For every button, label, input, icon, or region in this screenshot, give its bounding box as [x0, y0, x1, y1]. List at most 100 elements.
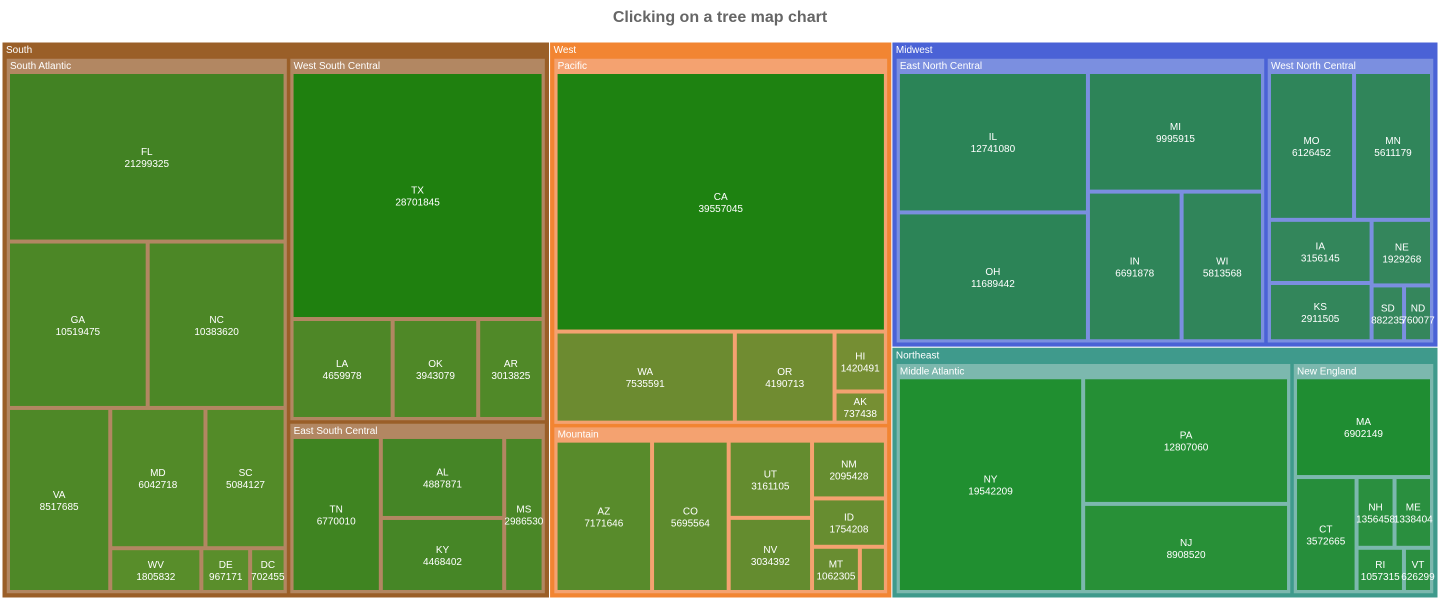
- state-tile[interactable]: [1295, 477, 1357, 593]
- state-tile[interactable]: [1404, 285, 1433, 342]
- state-tile[interactable]: [1083, 377, 1290, 504]
- state-tile[interactable]: [478, 319, 544, 419]
- state-tile[interactable]: [1268, 219, 1372, 283]
- state-tile[interactable]: [1356, 547, 1404, 593]
- state-tile[interactable]: [291, 72, 544, 320]
- division-mountain[interactable]: MountainAZ7171646CO5695564UT3161105NV303…: [552, 425, 889, 595]
- state-tile[interactable]: [1083, 503, 1290, 593]
- state-tile[interactable]: [392, 319, 479, 419]
- state-tile[interactable]: [1354, 72, 1433, 220]
- state-tile[interactable]: [250, 548, 286, 593]
- state-tile[interactable]: [1268, 282, 1372, 342]
- state-tile[interactable]: [812, 440, 886, 499]
- state-tile[interactable]: [1087, 72, 1263, 192]
- division-west-south-central[interactable]: West South CentralTX28701845LA4659978OK3…: [288, 57, 547, 422]
- state-tile[interactable]: [555, 440, 653, 592]
- state-tile[interactable]: [652, 440, 729, 592]
- state-tile[interactable]: [8, 241, 148, 408]
- state-tile[interactable]: [728, 440, 813, 518]
- state-tile[interactable]: [147, 241, 286, 408]
- state-tile[interactable]: [380, 517, 505, 593]
- state-tile[interactable]: [1356, 477, 1395, 548]
- state-tile[interactable]: [1403, 547, 1432, 593]
- state-tile[interactable]: [834, 391, 886, 423]
- state-tile[interactable]: [291, 319, 393, 419]
- division-south-atlantic[interactable]: South AtlanticFL21299325GA10519475NC1038…: [5, 57, 289, 595]
- state-tile[interactable]: [859, 546, 886, 593]
- state-tile[interactable]: [504, 436, 544, 592]
- state-tile[interactable]: [1394, 477, 1433, 548]
- state-tile[interactable]: [1087, 191, 1182, 342]
- state-tile[interactable]: [380, 436, 505, 518]
- division-pacific[interactable]: PacificCA39557045WA7535591OR4190713HI142…: [552, 57, 889, 426]
- state-tile[interactable]: [897, 212, 1088, 342]
- state-tile[interactable]: [1268, 72, 1355, 220]
- state-tile[interactable]: [1371, 219, 1433, 286]
- division-middle-atlantic[interactable]: Middle AtlanticNY19542209PA12807060NJ890…: [895, 362, 1292, 595]
- state-tile[interactable]: [834, 331, 886, 392]
- state-tile[interactable]: [1371, 285, 1405, 342]
- state-tile[interactable]: [201, 548, 251, 593]
- state-tile[interactable]: [734, 331, 835, 423]
- state-tile[interactable]: [291, 436, 381, 592]
- division-west-north-central[interactable]: West North CentralMO6126452MN5611179IA31…: [1266, 57, 1435, 345]
- state-tile[interactable]: [897, 377, 1084, 592]
- division-new-england[interactable]: New EnglandMA6902149CT3572665NH1356458ME…: [1292, 362, 1435, 595]
- state-unlabeled[interactable]: [859, 546, 886, 593]
- state-tile[interactable]: [555, 331, 735, 423]
- state-tile[interactable]: [1295, 377, 1432, 478]
- region-west[interactable]: WestPacificCA39557045WA7535591OR4190713H…: [549, 41, 893, 599]
- state-tile[interactable]: [8, 407, 111, 593]
- state-tile[interactable]: [812, 498, 886, 547]
- state-tile[interactable]: [110, 548, 202, 593]
- state-tile[interactable]: [205, 407, 286, 549]
